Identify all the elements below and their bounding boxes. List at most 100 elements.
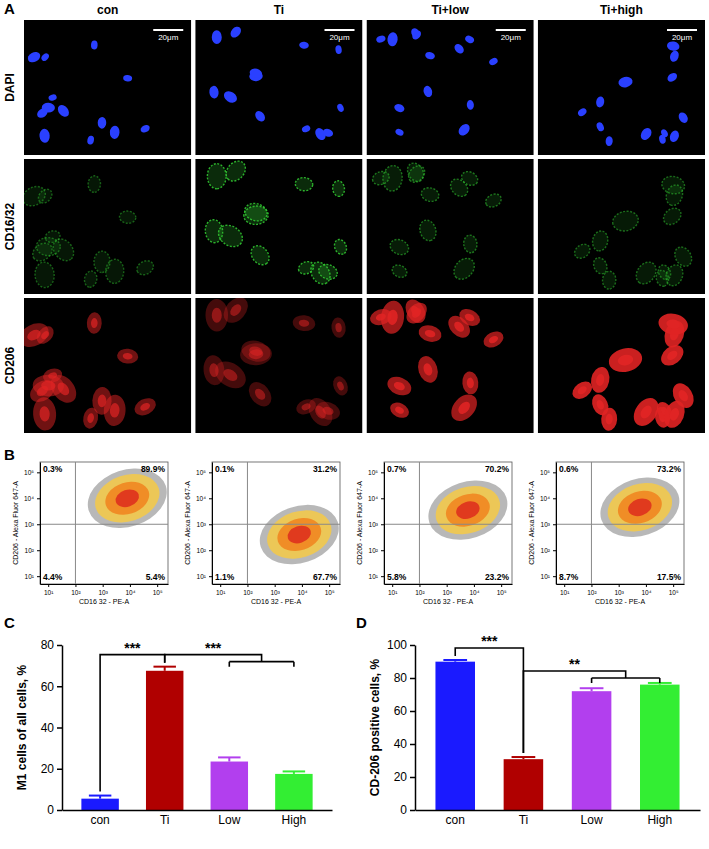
micrograph-background xyxy=(24,298,191,433)
tick: 10¹ xyxy=(541,573,556,580)
axis: conTiLowHigh xyxy=(416,810,701,827)
tick-mark xyxy=(410,678,415,680)
cell-stain xyxy=(55,380,71,397)
cell-stain xyxy=(134,258,155,278)
tick-label: 20 xyxy=(41,762,55,776)
quadrant-label: 0.1% xyxy=(215,464,235,474)
micrograph-background xyxy=(538,159,705,294)
cell-stain xyxy=(422,362,434,377)
micrograph xyxy=(367,159,534,294)
cell-stain xyxy=(387,309,399,325)
tick-mark xyxy=(410,777,415,779)
tick-label: 10⁵ xyxy=(196,469,206,476)
cell-stain xyxy=(415,354,441,386)
population-density xyxy=(113,487,141,510)
micrograph xyxy=(195,20,362,155)
quadrant-label: 1.1% xyxy=(215,572,235,582)
nucleus xyxy=(666,71,679,84)
nucleus xyxy=(335,45,342,54)
tick-mark xyxy=(275,584,276,587)
nucleus xyxy=(605,136,613,146)
tick: 10¹ xyxy=(44,584,54,596)
tick: 10² xyxy=(587,584,597,596)
axis: 020406080 xyxy=(41,638,63,817)
tick-label: 10⁴ xyxy=(469,589,479,596)
tick-mark xyxy=(553,576,556,577)
nucleus xyxy=(222,89,239,105)
scale-bar xyxy=(325,29,355,31)
tick-mark xyxy=(646,584,647,587)
cell-stain xyxy=(607,345,645,375)
population-density xyxy=(593,468,684,547)
gate-line xyxy=(556,524,684,525)
cell-stain xyxy=(116,348,139,365)
axis-line xyxy=(41,584,169,585)
micrograph-background xyxy=(24,159,191,294)
population-density xyxy=(614,485,667,529)
gate-line xyxy=(419,462,420,584)
cell-stain xyxy=(444,312,474,342)
tick-mark xyxy=(209,550,212,551)
micrograph-background xyxy=(195,159,362,294)
tick-mark xyxy=(209,472,212,473)
gate-line xyxy=(75,462,76,584)
significance-label: *** xyxy=(124,640,141,656)
tick-label: 10⁴ xyxy=(196,495,206,502)
tick-mark xyxy=(209,576,212,577)
cell-stain xyxy=(202,354,226,386)
cell-stain xyxy=(595,373,605,386)
tick-mark xyxy=(209,498,212,499)
cell-stain xyxy=(49,235,78,265)
cell-stain xyxy=(317,262,340,282)
tick: 10⁵ xyxy=(368,469,384,476)
tick: Ti xyxy=(160,810,170,827)
quadrant-label: 5.8% xyxy=(387,572,407,582)
tick-mark xyxy=(157,584,158,587)
nucleus xyxy=(375,34,386,43)
tick: 10⁴ xyxy=(297,584,307,596)
error-bar-cap xyxy=(580,687,604,689)
cell-stain xyxy=(292,314,316,332)
nucleus xyxy=(617,75,633,88)
tick: 80 xyxy=(394,671,415,685)
tick: 20 xyxy=(41,762,62,776)
cell-stain xyxy=(222,159,249,185)
cell-stain xyxy=(394,405,405,415)
axis-line xyxy=(557,584,685,585)
cell-stain xyxy=(677,388,690,403)
tick-mark xyxy=(392,584,393,587)
tick: 10³ xyxy=(369,521,384,528)
cell-stain xyxy=(243,201,269,223)
tick: 10² xyxy=(415,584,425,596)
axis: 10¹10²10³10⁴10⁵ xyxy=(385,584,513,596)
cell-stain xyxy=(452,320,466,334)
nucleus xyxy=(669,49,681,63)
cell-stain xyxy=(382,165,404,193)
cell-stain xyxy=(83,270,98,288)
tick-mark xyxy=(553,498,556,499)
plot-frame xyxy=(212,462,340,584)
tick: 10⁴ xyxy=(469,584,479,596)
tick-mark xyxy=(209,524,212,525)
plot-area xyxy=(435,660,679,810)
bar xyxy=(640,685,680,810)
nucleus xyxy=(253,109,267,123)
cell-stain xyxy=(576,385,588,396)
cell-stain xyxy=(591,230,610,253)
tick-label: 10² xyxy=(197,547,207,554)
cell-stain xyxy=(335,323,342,333)
tick: Low xyxy=(218,810,240,827)
nucleus xyxy=(212,30,222,44)
cell-stain xyxy=(481,328,506,350)
tick-label: 10³ xyxy=(541,521,551,528)
tick-label: con xyxy=(446,813,465,827)
tick-mark xyxy=(410,744,415,746)
bar xyxy=(275,774,312,810)
cell-stain xyxy=(385,373,415,398)
tick-label: 10³ xyxy=(442,589,452,596)
cell-stain xyxy=(36,187,55,206)
tick-label: Ti xyxy=(160,813,170,827)
quadrant-label: 0.3% xyxy=(43,464,63,474)
y-axis-title: CD206 - Alexa Fluor 647-A xyxy=(12,481,19,565)
tick-label: 10⁵ xyxy=(325,589,335,596)
